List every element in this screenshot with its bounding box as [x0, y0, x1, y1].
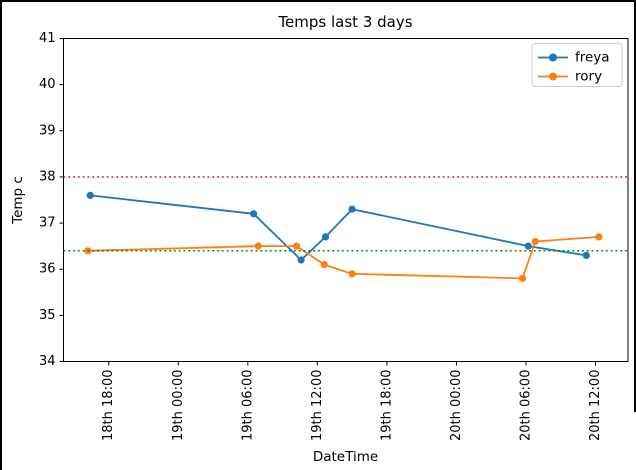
- legend-label-rory: rory: [575, 69, 602, 85]
- y-tick-label: 38: [39, 169, 56, 184]
- freya-marker: [250, 210, 258, 218]
- x-tick-label: 20th 00:00: [449, 370, 464, 441]
- rory-marker: [348, 270, 356, 278]
- y-tick-label: 34: [39, 354, 56, 369]
- window-border-left: [0, 0, 2, 470]
- freya-marker: [86, 191, 94, 199]
- x-tick-label: 20th 06:00: [518, 370, 533, 441]
- freya-marker: [524, 242, 532, 250]
- x-tick-label: 19th 06:00: [240, 370, 255, 441]
- x-axis-label: DateTime: [312, 449, 379, 465]
- x-tick-label: 19th 00:00: [171, 370, 186, 441]
- legend-label-freya: freya: [575, 50, 610, 66]
- chart-title: Temps last 3 days: [278, 13, 413, 31]
- rory-line: [87, 236, 600, 280]
- freya-marker: [582, 251, 590, 259]
- rory-marker: [292, 242, 301, 250]
- x-tick-label: 20th 12:00: [588, 370, 603, 441]
- x-tick-label: 19th 12:00: [310, 370, 325, 441]
- axes-frame: [63, 38, 629, 362]
- y-tick-label: 36: [39, 262, 56, 277]
- freya-marker: [348, 205, 356, 213]
- legend-marker-freya: [549, 53, 557, 62]
- x-tick-label: 18th 18:00: [101, 370, 116, 441]
- rory-marker: [254, 242, 262, 250]
- freya-marker: [321, 233, 330, 241]
- window-border-top: [0, 0, 636, 2]
- window-border-right: [634, 0, 636, 412]
- y-tick-label: 35: [39, 308, 56, 323]
- y-tick-label: 40: [39, 77, 56, 92]
- rory-marker: [320, 261, 328, 269]
- freya-marker: [297, 256, 305, 264]
- x-tick-label: 19th 18:00: [379, 370, 394, 441]
- y-tick-label: 37: [39, 216, 56, 231]
- y-tick-label: 39: [39, 123, 56, 138]
- rory-marker: [518, 274, 527, 282]
- y-tick-label: 41: [39, 31, 56, 46]
- rory-marker: [531, 237, 539, 246]
- rory-marker: [595, 233, 603, 241]
- legend-marker-rory: [549, 72, 557, 81]
